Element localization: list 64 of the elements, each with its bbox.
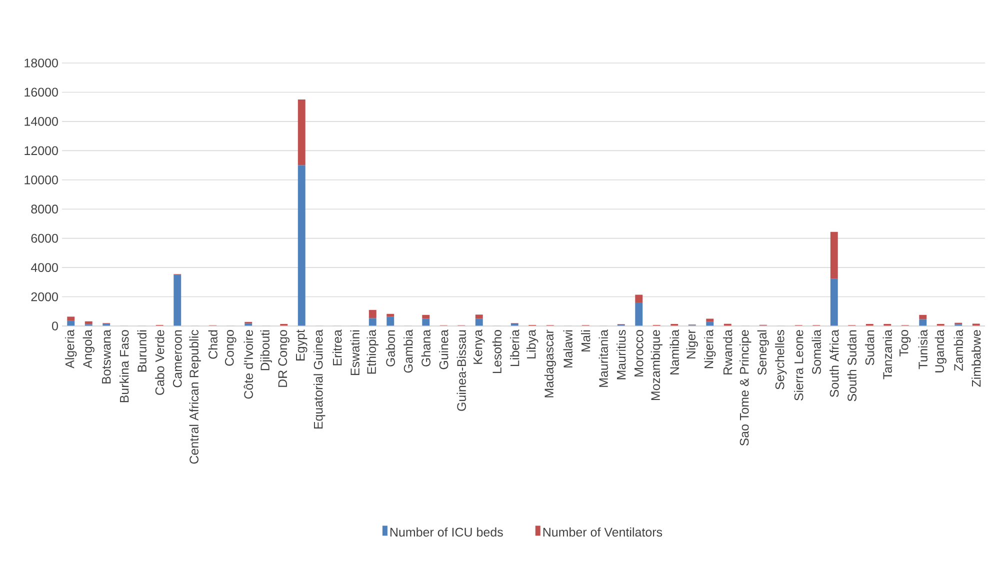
x-tick-label: Eswatini [350, 330, 360, 376]
x-tick-label: Mali [581, 330, 590, 352]
x-tick-label: Mauritania [598, 330, 608, 387]
x-tick-label: Rwanda [723, 330, 732, 374]
x-tick-label: Nigeria [704, 330, 716, 368]
x-tick-label: Cameroon [172, 330, 182, 388]
x-tick-label: Guinea [439, 330, 448, 370]
x-tick-label: Mozambique [650, 330, 662, 400]
x-tick-label: Lesotho [492, 330, 502, 373]
x-tick-label: Namibia [670, 330, 679, 374]
x-tick-label: Egypt [296, 330, 308, 360]
x-tick-label: Gambia [404, 330, 413, 373]
y-tick-label: 18000 [24, 58, 58, 68]
x-tick-label: DR Congo [278, 330, 290, 387]
legend-label: Number of Ventilators [543, 527, 662, 537]
x-tick-label: Cabo Verde [155, 330, 164, 395]
x-tick-label: Seychelles [775, 330, 787, 390]
x-tick-label: Libya [526, 330, 538, 358]
x-tick-label: Madagascar [544, 330, 556, 398]
x-tick-label: South Sudan [847, 330, 856, 402]
x-tick-label: Algeria [65, 330, 77, 368]
x-tick-label: Zimbabwe [972, 330, 981, 387]
x-tick-label: Congo [224, 330, 236, 366]
x-tick-label: Senegal [757, 330, 769, 375]
y-tick-label: 12000 [24, 146, 58, 156]
y-tick-label: 2000 [31, 292, 58, 302]
y-tick-label: 6000 [31, 234, 58, 243]
x-tick-label: Gabon [386, 330, 395, 366]
x-tick-label: South Africa [830, 330, 839, 398]
x-tick-label: Niger [686, 330, 698, 358]
x-tick-label: Uganda [934, 330, 946, 372]
x-tick-label: Ethiopia [366, 330, 378, 374]
x-tick-label: Central African Republic [189, 330, 201, 464]
x-tick-label: Sao Tome & Principe [740, 330, 752, 446]
x-tick-label: Burundi [137, 330, 146, 372]
y-tick-label: 8000 [31, 204, 58, 214]
x-tick-label: Morocco [634, 330, 644, 376]
x-tick-label: Côte d'Ivoire [244, 330, 253, 399]
x-tick-label: Somalia [812, 330, 821, 374]
x-tick-label: Zambia [954, 330, 963, 371]
x-tick-label: Malawi [563, 330, 572, 368]
x-tick-label: Djibouti [260, 330, 272, 370]
x-tick-label: Angola [82, 330, 94, 368]
y-tick-label: 14000 [24, 117, 58, 126]
x-tick-label: Mauritius [616, 330, 626, 380]
x-tick-label: Kenya [474, 330, 485, 364]
x-tick-label: Tanzania [882, 330, 892, 380]
x-tick-label: Ghana [421, 330, 430, 366]
x-tick-label: Sudan [865, 330, 874, 366]
x-tick-label: Guinea-Bissau [456, 330, 466, 411]
y-tick-label: 16000 [24, 88, 58, 97]
x-tick-label: Tunisia [918, 330, 928, 370]
x-tick-label: Liberia [510, 330, 520, 366]
x-tick-label: Eritrea [332, 330, 342, 366]
x-tick-label: Chad [208, 330, 218, 359]
x-tick-label: Togo [900, 330, 911, 356]
y-tick-label: 4000 [30, 263, 58, 272]
x-tick-label: Botswana [102, 330, 111, 384]
x-tick-label: Burkina Faso [120, 330, 129, 402]
y-tick-label: 0 [52, 322, 58, 330]
x-tick-label: Sierra Leone [794, 330, 804, 401]
legend-label: Number of ICU beds [390, 527, 503, 537]
y-tick-label: 10000 [24, 175, 58, 184]
x-tick-label: Equatorial Guinea [314, 330, 326, 429]
